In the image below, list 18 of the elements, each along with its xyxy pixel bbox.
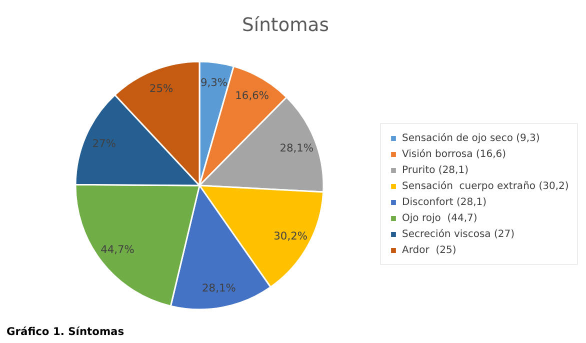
data-label: 9,3% — [200, 76, 228, 89]
legend-label: Prurito (28,1) — [402, 164, 468, 176]
legend-label: Ojo rojo (44,7) — [402, 212, 478, 224]
legend-label: Sensación cuerpo extraño (30,2) — [402, 180, 569, 192]
data-label: 25% — [149, 82, 174, 96]
legend-label: Sensación de ojo seco (9,3) — [402, 132, 540, 144]
chart-title: Síntomas — [242, 15, 329, 36]
legend-label: Secreción viscosa (27) — [402, 228, 515, 240]
text: Gráfico 1. Síntomas — [6, 325, 124, 338]
legend-label: Ardor (25) — [402, 244, 456, 256]
data-label: 27% — [92, 137, 116, 150]
data-label: 28,1% — [202, 281, 236, 294]
data-label: 16,6% — [235, 89, 270, 102]
data-label: 28,1% — [280, 141, 314, 154]
legend-label: Disconfort (28,1) — [402, 196, 487, 208]
data-label: 30,2% — [274, 230, 308, 243]
legend-label: Visión borrosa (16,6) — [402, 148, 506, 160]
data-label: 44,7% — [100, 243, 134, 256]
